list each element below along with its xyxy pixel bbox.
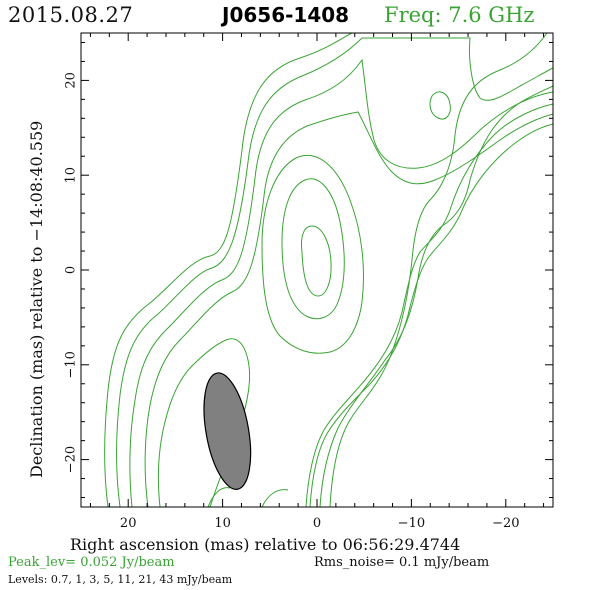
y-tick-labels: 20 10 0 −10 −20 [64,72,79,473]
contour-level-5 [261,154,364,354]
contour-level-6 [281,178,345,320]
x-tick-label: −20 [492,516,519,531]
y-tick-label: −20 [64,446,79,473]
contour-level-7 [301,225,332,297]
y-tick-label: −10 [64,351,79,378]
contour-lower-arc-2 [261,489,289,508]
x-tick-labels: 20 10 0 −10 −20 [120,516,520,531]
axis-ticks [81,33,553,507]
contour-level-1 [104,32,548,508]
y-tick-label: 20 [64,72,79,89]
y-tick-label: 10 [64,167,79,184]
x-tick-label: 0 [313,516,321,531]
plot-frame [80,32,554,508]
x-tick-label: −10 [398,516,425,531]
peak-level: Peak_lev= 0.052 Jy/beam [8,555,175,570]
contour-island [429,91,451,120]
x-tick-label: 10 [214,516,231,531]
y-tick-label: 0 [64,266,79,274]
contour-level-4 [144,111,554,508]
rms-noise: Rms_noise= 0.1 mJy/beam [314,555,490,570]
observation-date: 2015.08.27 [8,3,134,27]
contour-level-3 [129,58,554,508]
y-axis-title: Declination (mas) relative to −14:08:40.… [27,121,46,478]
contour-levels: Levels: 0.7, 1, 3, 5, 11, 21, 43 mJy/bea… [8,573,233,586]
frequency-label: Freq: 7.6 GHz [384,3,535,27]
beam-ellipse [203,372,252,490]
contour-lines [104,32,554,508]
contour-lower-arc-1 [207,487,231,508]
x-axis-title: Right ascension (mas) relative to 06:56:… [70,535,460,554]
x-tick-label: 20 [120,516,137,531]
source-name: J0656-1408 [222,3,350,27]
